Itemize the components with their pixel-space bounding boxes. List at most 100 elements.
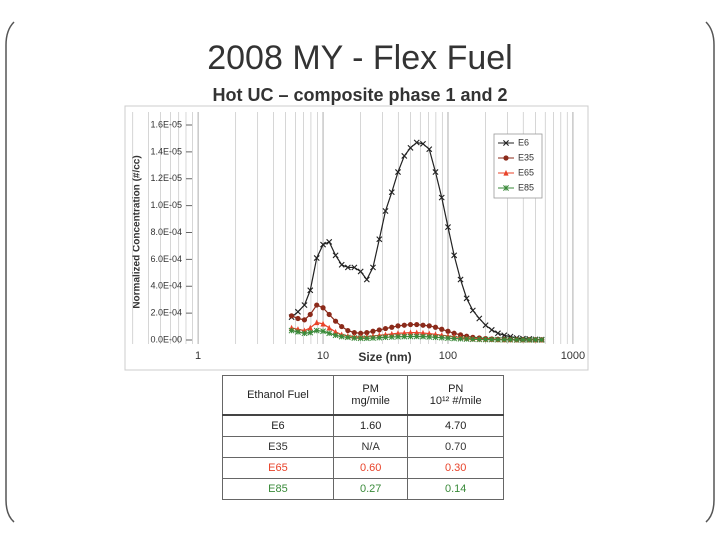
- marker: [463, 336, 470, 343]
- bracket-right: [705, 21, 715, 523]
- x-tick-label: 1: [195, 350, 201, 362]
- marker: [307, 287, 314, 294]
- marker: [294, 308, 301, 315]
- marker: [370, 335, 376, 341]
- marker: [332, 332, 339, 339]
- marker: [451, 335, 458, 342]
- marker: [314, 302, 320, 308]
- marker: [532, 336, 539, 343]
- marker: [376, 334, 383, 341]
- marker: [395, 169, 401, 176]
- marker: [469, 307, 476, 314]
- marker: [370, 328, 376, 334]
- y-tick-label: 2.0E-04: [150, 308, 182, 318]
- table-cell: 0.27: [332, 478, 409, 500]
- marker: [295, 315, 301, 322]
- x-tick-label: 1000: [561, 350, 585, 362]
- marker: [426, 333, 433, 340]
- marker: [357, 268, 364, 275]
- marker: [438, 194, 445, 201]
- marker: [420, 322, 426, 328]
- table-row: E65 0.60 0.30: [222, 457, 504, 479]
- table-cell: E85: [222, 478, 334, 500]
- marker: [351, 335, 358, 341]
- marker: [457, 276, 464, 283]
- marker: [463, 295, 470, 302]
- marker: [301, 302, 308, 309]
- marker: [445, 328, 451, 334]
- marker: [288, 313, 295, 319]
- marker: [326, 311, 332, 318]
- header-text: 10¹² #/mile: [429, 395, 482, 407]
- header-text: PM: [362, 383, 379, 395]
- marker: [501, 336, 508, 343]
- marker: [389, 324, 395, 330]
- x-tick-label: 100: [439, 350, 457, 362]
- table-cell: 0.30: [407, 457, 504, 479]
- marker: [420, 329, 426, 336]
- marker: [326, 324, 332, 331]
- marker: [488, 326, 495, 333]
- marker: [482, 336, 489, 343]
- bracket-left: [5, 21, 15, 523]
- table-cell: 4.70: [407, 414, 504, 437]
- marker: [476, 315, 483, 322]
- marker: [345, 327, 351, 334]
- marker: [358, 330, 364, 336]
- marker: [538, 336, 545, 343]
- marker: [376, 236, 383, 243]
- marker: [363, 335, 370, 342]
- marker: [413, 139, 420, 146]
- marker: [364, 330, 370, 336]
- header-text: PN: [448, 383, 464, 395]
- data-table: Ethanol Fuel PM mg/mile PN 10¹² #/mile E6 1.60…: [222, 375, 504, 500]
- x-axis-label: Size (nm): [358, 350, 411, 364]
- marker: [513, 336, 520, 343]
- y-tick-label: 4.0E-04: [150, 281, 182, 291]
- marker: [451, 252, 458, 259]
- marker: [363, 276, 370, 283]
- marker: [488, 336, 495, 343]
- marker: [351, 264, 358, 271]
- marker: [332, 252, 339, 259]
- marker: [288, 327, 295, 334]
- marker: [314, 319, 320, 326]
- marker: [426, 146, 433, 153]
- y-tick-label: 6.0E-04: [150, 254, 182, 264]
- marker: [338, 261, 345, 268]
- marker: [388, 334, 395, 340]
- marker: [301, 330, 308, 337]
- marker: [320, 328, 326, 335]
- marker: [494, 330, 501, 337]
- marker: [382, 208, 389, 214]
- slide-title: 2008 MY - Flex Fuel: [207, 39, 513, 77]
- marker: [469, 336, 476, 343]
- y-axis-label: Normalized Concentration (#/cc): [132, 155, 143, 308]
- marker: [401, 333, 408, 340]
- marker: [357, 335, 364, 342]
- marker: [457, 335, 464, 342]
- legend-label: E85: [518, 182, 534, 192]
- y-tick-label: 0.0E-00: [150, 334, 182, 344]
- marker: [382, 325, 389, 332]
- marker: [369, 264, 376, 271]
- marker: [301, 317, 308, 323]
- table-cell: E6: [222, 414, 334, 437]
- marker: [313, 255, 320, 262]
- y-tick-label: 1.6E-05: [150, 119, 182, 129]
- header-cell: PN 10¹² #/mile: [407, 375, 504, 416]
- marker: [438, 334, 445, 341]
- marker: [507, 336, 514, 343]
- table-cell: 1.60: [332, 414, 409, 437]
- marker: [395, 330, 401, 336]
- marker: [388, 189, 395, 196]
- marker: [326, 330, 333, 337]
- marker: [382, 334, 389, 341]
- marker: [426, 323, 432, 329]
- marker: [413, 333, 420, 340]
- marker: [295, 328, 301, 335]
- marker: [414, 329, 420, 336]
- marker: [420, 140, 426, 147]
- marker: [332, 318, 339, 324]
